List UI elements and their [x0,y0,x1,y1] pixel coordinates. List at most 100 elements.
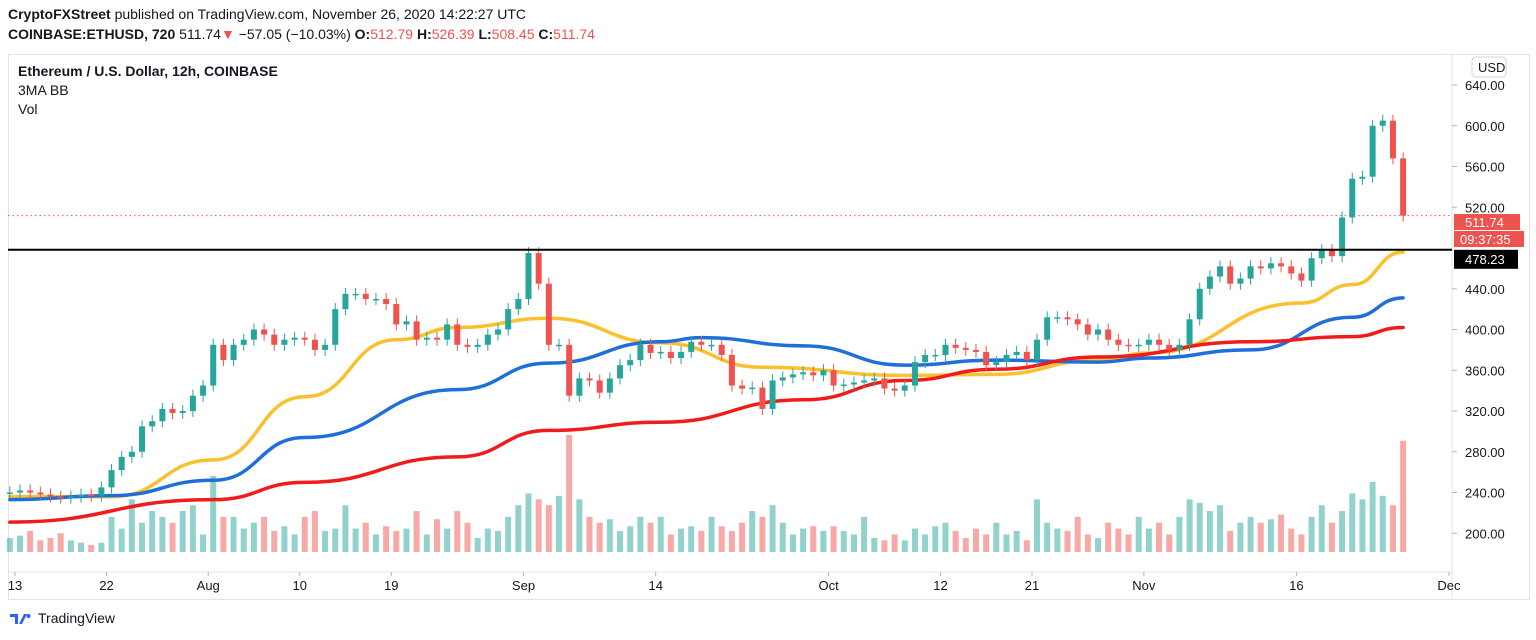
x-tick-label: 10 [293,578,307,593]
publisher-name[interactable]: CryptoFXStreet [8,6,111,22]
volume-bar [1257,522,1264,552]
volume-bar [261,516,268,552]
volume-bar [525,493,532,552]
volume-bar [749,511,756,552]
volume-bar [1359,499,1366,552]
high-value: 526.39 [431,26,475,42]
candle [779,377,786,381]
candle [1400,158,1407,216]
volume-bar [403,528,410,552]
volume-bar [647,522,654,552]
volume-bar [281,526,288,552]
candle [311,339,318,350]
candle [617,365,624,379]
candle [301,337,308,340]
volume-bar [250,522,257,552]
currency-label: USD [1478,60,1505,75]
volume-bar [576,499,583,552]
price-change: −57.05 (−10.03%) [238,26,351,42]
candle [789,374,796,378]
x-tick-label: 21 [1025,578,1039,593]
volume-bar [901,540,908,552]
volume-bar [57,533,64,552]
candle [952,344,959,348]
volume-bar [78,542,85,552]
volume-bar [149,511,156,552]
volume-bar [108,516,115,552]
candle [606,378,613,393]
volume-bar [830,526,837,552]
candle [647,344,654,353]
volume-bar [678,528,685,552]
candle [871,378,878,381]
candle [291,337,298,340]
legend-indicator-bb[interactable]: 3MA BB [18,82,69,98]
candle [1379,120,1386,126]
x-tick-label: 22 [99,578,113,593]
volume-bar [932,526,939,552]
candle [922,354,929,363]
volume-bar [189,505,196,552]
candle [1237,278,1244,284]
volume-bar [118,528,125,552]
candle [1095,329,1102,335]
candle [1339,217,1346,257]
volume-bar [718,526,725,552]
candle [67,496,74,499]
chart-panel[interactable] [8,54,1530,600]
volume-bar [1023,540,1030,552]
candle [637,344,644,361]
candle [1206,276,1213,289]
volume-bar [1074,516,1081,552]
volume-bar [667,534,674,552]
x-tick-label: Dec [1437,578,1461,593]
volume-bar [1349,493,1356,552]
legend-indicator-vol[interactable]: Vol [18,101,38,117]
candle [189,395,196,412]
candle [596,380,603,393]
open-label: O: [354,26,371,42]
candle [17,490,23,493]
candle [1298,273,1305,281]
volume-bar [433,519,440,552]
volume-bar [1115,528,1122,552]
volume-bar [220,516,227,552]
volume-bar [1064,530,1071,552]
candle [1074,319,1081,325]
volume-bar [1084,534,1091,552]
volume-bar [596,522,603,552]
candle [881,378,888,389]
candle [840,384,847,387]
candle [220,344,227,361]
level-price-label: 478.23 [1465,252,1505,267]
candle [37,492,44,495]
volume-bar [861,516,868,552]
candle [566,344,573,396]
moving-average-line-2 [8,296,1405,502]
candle [88,494,95,497]
volume-bar [464,522,471,552]
volume-bar [840,530,847,552]
volume-bar [545,505,552,552]
candle [1125,344,1132,347]
volume-bar [779,522,786,552]
volume-bar [871,537,878,552]
volume-bar [881,540,888,552]
candle [1013,351,1020,355]
volume-bar [911,528,918,552]
candle [525,253,532,299]
candle [433,337,440,340]
volume-bar [200,534,207,552]
volume-bar [301,516,308,552]
volume-bar [810,526,817,552]
y-tick-label: 400.00 [1465,323,1505,338]
tradingview-logo[interactable]: TradingView [10,610,115,626]
down-arrow-icon: ▼ [220,26,235,42]
candle [108,470,115,488]
candle [393,304,400,325]
volume-bar [393,530,400,552]
volume-bar [88,544,95,552]
volume-bar [850,534,857,552]
volume-bar [271,530,278,552]
